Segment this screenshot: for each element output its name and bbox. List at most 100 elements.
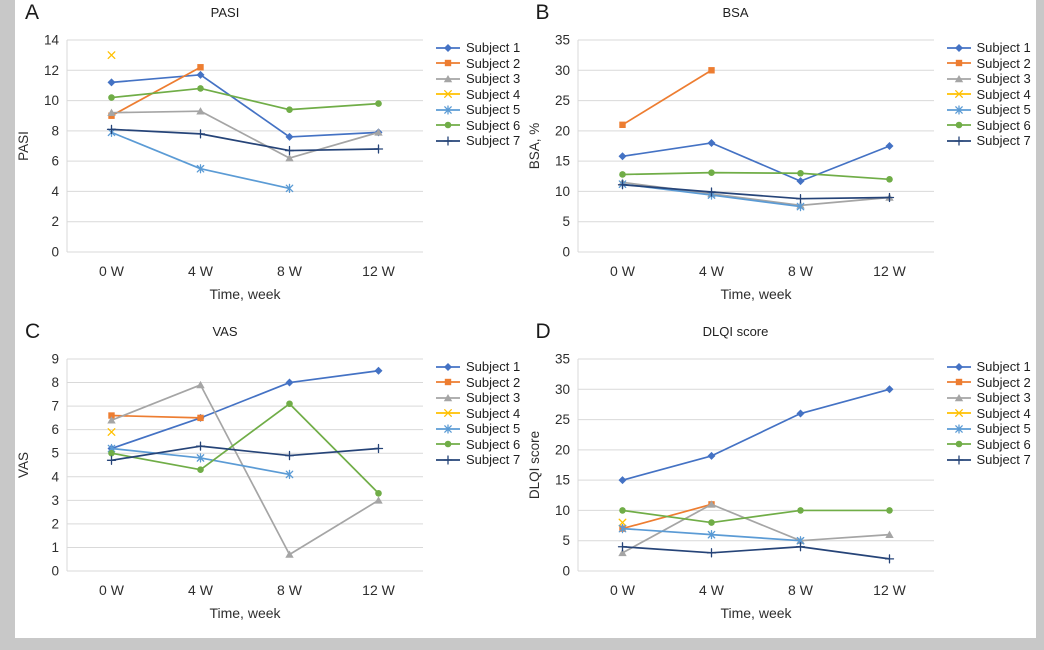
- svg-text:10: 10: [554, 503, 569, 518]
- legend-item-subject-4: Subject 4: [946, 87, 1031, 103]
- plus-marker-icon: [946, 455, 971, 465]
- legend-label: Subject 6: [976, 117, 1031, 133]
- plus-marker-icon: [436, 136, 460, 146]
- svg-text:5: 5: [562, 214, 570, 229]
- svg-text:6: 6: [51, 422, 59, 437]
- circle-marker-icon: [436, 121, 460, 129]
- square-marker-icon: [946, 379, 971, 386]
- diamond-marker-icon: [436, 362, 460, 371]
- svg-text:25: 25: [554, 412, 569, 427]
- chart-canvas: 0 5 10 15 20 25 30 35 0 W 4 W 8 W 12 W Time, week DLQ…: [527, 352, 934, 621]
- legend-label: Subject 2: [976, 55, 1031, 71]
- svg-text:Time, week: Time, week: [209, 286, 281, 302]
- svg-text:10: 10: [554, 184, 569, 199]
- legend-item-subject-4: Subject 4: [946, 406, 1031, 422]
- svg-text:15: 15: [554, 154, 569, 169]
- legend-label: Subject 1: [466, 359, 521, 375]
- legend-label: Subject 3: [976, 71, 1031, 87]
- legend-item-subject-3: Subject 3: [946, 390, 1031, 406]
- x-marker-icon: [946, 409, 971, 418]
- svg-text:Time, week: Time, week: [209, 605, 281, 621]
- legend-label: Subject 5: [976, 102, 1031, 118]
- asterisk-marker-icon: [946, 105, 971, 115]
- legend-label: Subject 7: [976, 133, 1031, 149]
- svg-text:8 W: 8 W: [788, 263, 814, 279]
- legend-label: Subject 2: [976, 374, 1031, 390]
- legend-label: Subject 5: [466, 102, 521, 118]
- svg-text:35: 35: [554, 33, 569, 48]
- legend-label: Subject 7: [466, 452, 521, 468]
- svg-text:6: 6: [51, 154, 59, 169]
- svg-text:Time, week: Time, week: [720, 605, 792, 621]
- chart-canvas: 0 2 4 6 8 10 12 14 0 W 4 W 8 W 12 W Time, week PASI: [16, 33, 423, 302]
- square-marker-icon: [436, 60, 460, 67]
- chart-canvas: 0 1 2 3 4 5 6 7 8 9 0 W 4 W 8 W 12 W Time, week VAS: [16, 352, 423, 621]
- panel-a: A PASI 0 2 4 6 8 10 12 14 0 W 4 W 8 W 12 W Time, wee…: [15, 0, 526, 319]
- svg-text:4: 4: [51, 469, 59, 484]
- chart-legend: Subject 1 Subject 2 Subject 3 Subject 4 Subj…: [946, 359, 1031, 468]
- legend-item-subject-7: Subject 7: [435, 133, 520, 149]
- svg-text:4: 4: [51, 184, 59, 199]
- chart-title: DLQI score: [702, 324, 769, 339]
- legend-item-subject-6: Subject 6: [435, 118, 520, 134]
- legend-label: Subject 6: [466, 117, 521, 133]
- svg-text:4 W: 4 W: [699, 582, 725, 598]
- svg-text:30: 30: [554, 382, 569, 397]
- svg-text:8: 8: [51, 375, 59, 390]
- svg-text:12 W: 12 W: [362, 582, 395, 598]
- legend-label: Subject 2: [466, 374, 521, 390]
- svg-text:10: 10: [44, 93, 59, 108]
- panel-b: B BSA 0 5 10 15 20 25 30 35 0 W 4 W 8 W 12 W Time, w…: [526, 0, 1037, 319]
- legend-item-subject-1: Subject 1: [435, 40, 520, 56]
- circle-marker-icon: [946, 440, 971, 448]
- legend-item-subject-5: Subject 5: [946, 421, 1031, 437]
- panel-letter: D: [535, 320, 551, 343]
- svg-text:20: 20: [554, 123, 569, 138]
- triangle-marker-icon: [946, 74, 971, 83]
- panel-c: C VAS 0 1 2 3 4 5 6 7 8 9 0 W 4 W 8 W 12 W Time, week V…: [15, 319, 526, 638]
- svg-text:14: 14: [44, 33, 60, 48]
- svg-text:8 W: 8 W: [277, 582, 303, 598]
- legend-item-subject-5: Subject 5: [435, 102, 520, 118]
- svg-text:0: 0: [51, 245, 59, 260]
- svg-text:Time, week: Time, week: [720, 286, 792, 302]
- legend-label: Subject 7: [466, 133, 521, 149]
- triangle-marker-icon: [436, 74, 460, 83]
- panel-letter: C: [25, 320, 41, 343]
- legend-item-subject-6: Subject 6: [946, 118, 1031, 134]
- svg-text:1: 1: [51, 540, 59, 555]
- svg-text:2: 2: [51, 214, 59, 229]
- panel-letter: B: [535, 1, 550, 24]
- diamond-marker-icon: [946, 362, 971, 371]
- svg-text:8: 8: [51, 123, 59, 138]
- panel-d: D DLQI score 0 5 10 15 20 25 30 35 0 W 4 W 8 W 12 W…: [526, 319, 1037, 638]
- legend-label: Subject 4: [466, 405, 521, 421]
- chart-canvas: 0 5 10 15 20 25 30 35 0 W 4 W 8 W 12 W Time, week BSA…: [527, 33, 934, 302]
- svg-text:0 W: 0 W: [610, 582, 636, 598]
- svg-text:7: 7: [51, 399, 59, 414]
- legend-label: Subject 4: [976, 86, 1031, 102]
- svg-text:4 W: 4 W: [699, 263, 725, 279]
- legend-label: Subject 3: [976, 390, 1031, 406]
- plus-marker-icon: [436, 455, 460, 465]
- plus-marker-icon: [946, 136, 971, 146]
- x-marker-icon: [436, 90, 460, 99]
- legend-item-subject-3: Subject 3: [435, 390, 520, 406]
- legend-label: Subject 6: [976, 436, 1031, 452]
- chart-legend: Subject 1 Subject 2 Subject 3 Subject 4 Subj…: [435, 359, 520, 468]
- triangle-marker-icon: [436, 393, 460, 402]
- asterisk-marker-icon: [436, 105, 460, 115]
- square-marker-icon: [436, 379, 460, 386]
- svg-text:12: 12: [44, 63, 59, 78]
- svg-text:0: 0: [51, 564, 59, 579]
- svg-text:0 W: 0 W: [610, 263, 636, 279]
- svg-text:PASI: PASI: [16, 131, 31, 161]
- svg-text:2: 2: [51, 516, 59, 531]
- svg-text:8 W: 8 W: [788, 582, 814, 598]
- svg-text:0: 0: [562, 564, 570, 579]
- svg-text:5: 5: [562, 533, 570, 548]
- circle-marker-icon: [946, 121, 971, 129]
- legend-label: Subject 3: [466, 390, 521, 406]
- legend-label: Subject 3: [466, 71, 521, 87]
- legend-label: Subject 1: [976, 40, 1031, 56]
